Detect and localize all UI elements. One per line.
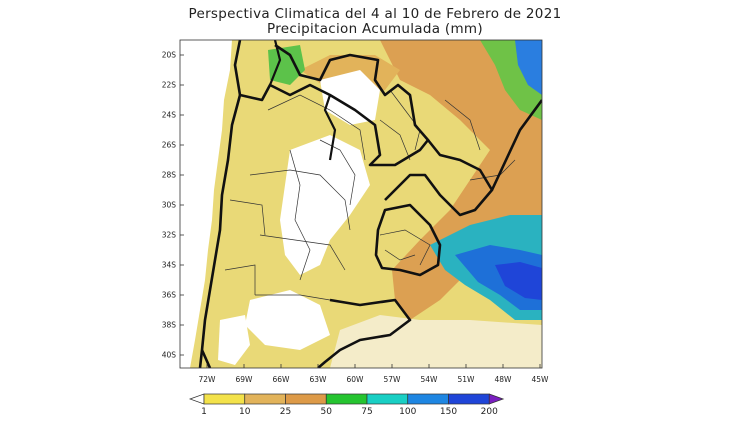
colorbar-left-arrow xyxy=(188,393,205,405)
map-frame xyxy=(179,39,543,369)
colorbar: 1 10 25 50 75 100 150 200 xyxy=(188,393,505,417)
precip-25-50 xyxy=(380,40,542,320)
colorbar-swatch xyxy=(407,393,449,405)
colorbar-label: 75 xyxy=(361,407,372,417)
longitude-ticks: 72W 69W 66W 63W 60W 57W 54W 51W 48W 45W xyxy=(199,364,550,384)
lon-tick-label: 57W xyxy=(384,375,402,384)
lat-tick-label: 34S xyxy=(162,261,177,270)
colorbar-label: 200 xyxy=(481,407,498,417)
dry-area-southwest xyxy=(218,315,250,365)
lat-tick-label: 28S xyxy=(162,171,177,180)
lat-tick-label: 40S xyxy=(162,351,177,360)
map-title: Perspectiva Climatica del 4 al 10 de Feb… xyxy=(188,6,562,22)
dry-area-south xyxy=(245,290,330,350)
colorbar-swatch xyxy=(325,393,368,405)
lat-tick-label: 20S xyxy=(162,51,177,60)
lon-tick-label: 63W xyxy=(310,375,328,384)
colorbar-right-arrow xyxy=(488,393,505,405)
pacific-ocean xyxy=(180,40,232,368)
colorbar-label: 100 xyxy=(399,407,416,417)
lon-tick-label: 60W xyxy=(347,375,365,384)
lon-tick-label: 51W xyxy=(458,375,476,384)
colorbar-label: 10 xyxy=(239,407,251,417)
colorbar-swatch xyxy=(244,393,286,405)
colorbar-swatch xyxy=(203,393,246,405)
colorbar-label: 50 xyxy=(321,407,333,417)
dry-area-central xyxy=(280,135,370,275)
lon-tick-label: 72W xyxy=(199,375,217,384)
lat-tick-label: 22S xyxy=(162,81,177,90)
lat-tick-label: 32S xyxy=(162,231,177,240)
colorbar-label: 150 xyxy=(440,407,457,417)
lon-tick-label: 45W xyxy=(532,375,550,384)
lon-tick-label: 54W xyxy=(421,375,439,384)
atlantic-south xyxy=(330,315,542,368)
lat-tick-label: 36S xyxy=(162,291,177,300)
colorbar-swatch xyxy=(448,393,490,405)
colorbar-swatch xyxy=(366,393,409,405)
map-subtitle: Precipitacion Acumulada (mm) xyxy=(267,21,483,37)
lat-tick-label: 26S xyxy=(162,141,177,150)
lat-tick-label: 24S xyxy=(162,111,177,120)
country-borders xyxy=(198,40,542,368)
colorbar-label: 1 xyxy=(201,407,207,417)
lon-tick-label: 69W xyxy=(236,375,254,384)
colorbar-swatch xyxy=(285,393,327,405)
colorbar-label: 25 xyxy=(280,407,291,417)
dry-area-north xyxy=(320,70,380,125)
lon-tick-label: 66W xyxy=(273,375,291,384)
lat-tick-label: 30S xyxy=(162,201,177,210)
precip-75-north-west xyxy=(268,45,305,85)
precip-200-coast xyxy=(495,262,542,300)
latitude-ticks: 20S 22S 24S 26S 28S 30S 32S 34S 36S 38S 40S xyxy=(162,51,184,360)
country-borders-2 xyxy=(268,40,337,161)
precip-northeast-blue xyxy=(515,40,542,95)
lat-tick-label: 38S xyxy=(162,321,177,330)
lon-tick-label: 48W xyxy=(495,375,513,384)
